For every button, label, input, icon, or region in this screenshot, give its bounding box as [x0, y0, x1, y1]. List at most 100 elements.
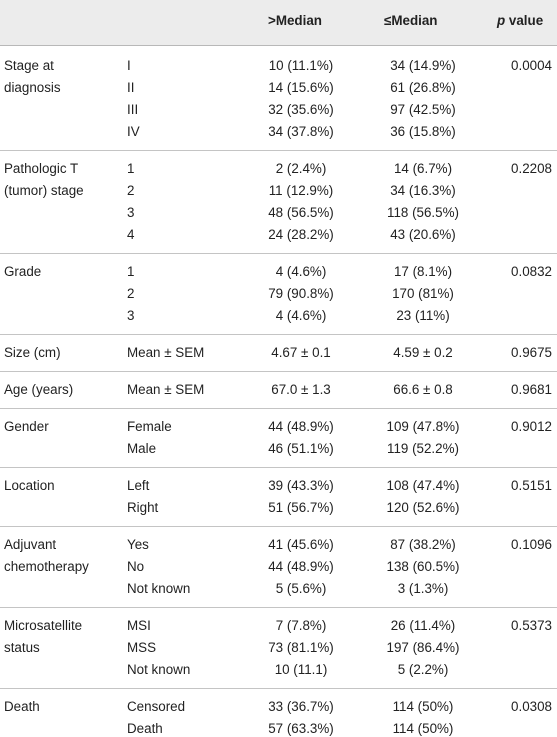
le-median-cell: 138 (60.5%) [386, 559, 460, 574]
level-label: 3 [127, 308, 135, 323]
row-variable-label: Pathologic T [4, 161, 79, 176]
row-variable-label: Death [4, 699, 40, 714]
level-label: 2 [127, 183, 135, 198]
header-le-median: ≤Median [384, 13, 438, 28]
level-label: Censored [127, 699, 186, 714]
p-value-cell: 0.0832 [511, 264, 552, 279]
p-value-cell: 0.2208 [511, 161, 552, 176]
gt-median-cell: 5 (5.6%) [275, 581, 327, 596]
le-median-cell: 26 (11.4%) [390, 618, 456, 633]
gt-median-cell: 24 (28.2%) [268, 227, 334, 242]
header-p-italic: p [497, 13, 506, 28]
gt-median-cell: 4 (4.6%) [275, 308, 327, 323]
le-median-cell: 119 (52.2%) [387, 441, 459, 456]
le-median-cell: 114 (50%) [392, 699, 454, 714]
gt-median-cell: 34 (37.8%) [268, 124, 334, 139]
le-median-cell: 36 (15.8%) [390, 124, 456, 139]
level-label: 4 [127, 227, 135, 242]
gt-median-cell: 44 (48.9%) [268, 419, 334, 434]
gt-median-cell: 10 (11.1%) [268, 58, 334, 73]
level-label: Not known [127, 662, 191, 677]
gt-median-cell: 33 (36.7%) [268, 699, 334, 714]
header-gt-median: >Median [268, 13, 322, 28]
gt-median-cell: 51 (56.7%) [268, 500, 334, 515]
row-variable-label: Grade [4, 264, 42, 279]
row-variable-label: status [4, 640, 40, 655]
row-separator [0, 408, 557, 409]
row-separator [0, 334, 557, 335]
gt-median-cell: 44 (48.9%) [268, 559, 334, 574]
level-label: Male [127, 441, 157, 456]
row-variable-label: Adjuvant [4, 537, 57, 552]
p-value-cell: 0.5151 [511, 478, 552, 493]
row-variable-label: Microsatellite [4, 618, 83, 633]
le-median-cell: 118 (56.5%) [387, 205, 459, 220]
level-label: 2 [127, 286, 135, 301]
gt-median-cell: 7 (7.8%) [275, 618, 327, 633]
le-median-cell: 43 (20.6%) [390, 227, 456, 242]
le-median-cell: 23 (11%) [396, 308, 450, 323]
level-label: MSS [127, 640, 157, 655]
row-variable-label: Size (cm) [4, 345, 61, 360]
gt-median-cell: 48 (56.5%) [268, 205, 334, 220]
le-median-cell: 170 (81%) [392, 286, 454, 301]
level-label: MSI [127, 618, 151, 633]
level-label: Mean ± SEM [127, 382, 205, 397]
gt-median-cell: 73 (81.1%) [268, 640, 334, 655]
gt-median-cell: 14 (15.6%) [268, 80, 334, 95]
le-median-cell: 87 (38.2%) [390, 537, 456, 552]
gt-median-cell: 57 (63.3%) [268, 721, 334, 736]
p-value-cell: 0.9675 [511, 345, 552, 360]
gt-median-cell: 67.0 ± 1.3 [271, 382, 331, 397]
gt-median-cell: 32 (35.6%) [268, 102, 334, 117]
le-median-cell: 3 (1.3%) [397, 581, 449, 596]
row-variable-label: Location [4, 478, 55, 493]
le-median-cell: 14 (6.7%) [393, 161, 453, 176]
gt-median-cell: 39 (43.3%) [268, 478, 334, 493]
level-label: 3 [127, 205, 135, 220]
level-label: II [127, 80, 135, 95]
level-label: 1 [127, 161, 135, 176]
level-label: Not known [127, 581, 191, 596]
level-label: Right [127, 500, 159, 515]
level-label: IV [127, 124, 140, 139]
level-label: Female [127, 419, 172, 434]
row-separator [0, 526, 557, 527]
level-label: III [127, 102, 139, 117]
level-label: Yes [127, 537, 149, 552]
level-label: Mean ± SEM [127, 345, 205, 360]
row-separator [0, 253, 557, 254]
gt-median-cell: 10 (11.1) [274, 662, 328, 677]
le-median-cell: 197 (86.4%) [386, 640, 460, 655]
gt-median-cell: 11 (12.9%) [268, 183, 334, 198]
p-value-cell: 0.5373 [511, 618, 552, 633]
gt-median-cell: 4.67 ± 0.1 [271, 345, 331, 360]
le-median-cell: 34 (16.3%) [390, 183, 456, 198]
le-median-cell: 109 (47.8%) [386, 419, 460, 434]
level-label: 1 [127, 264, 135, 279]
p-value-cell: 0.9012 [511, 419, 552, 434]
le-median-cell: 17 (8.1%) [393, 264, 453, 279]
le-median-cell: 66.6 ± 0.8 [393, 382, 453, 397]
level-label: No [127, 559, 145, 574]
le-median-cell: 5 (2.2%) [397, 662, 449, 677]
le-median-cell: 34 (14.9%) [390, 58, 456, 73]
row-separator [0, 150, 557, 151]
le-median-cell: 108 (47.4%) [386, 478, 460, 493]
le-median-cell: 97 (42.5%) [390, 102, 456, 117]
p-value-cell: 0.1096 [511, 537, 552, 552]
le-median-cell: 120 (52.6%) [386, 500, 460, 515]
row-separator [0, 688, 557, 689]
p-value-cell: 0.0004 [511, 58, 552, 73]
level-label: I [127, 58, 131, 73]
gt-median-cell: 79 (90.8%) [268, 286, 334, 301]
le-median-cell: 61 (26.8%) [390, 80, 456, 95]
row-separator [0, 467, 557, 468]
row-variable-label: (tumor) stage [4, 183, 84, 198]
level-label: Death [127, 721, 163, 736]
gt-median-cell: 2 (2.4%) [275, 161, 327, 176]
row-variable-label: Gender [4, 419, 49, 434]
table-header [0, 0, 557, 45]
le-median-cell: 114 (50%) [392, 721, 454, 736]
